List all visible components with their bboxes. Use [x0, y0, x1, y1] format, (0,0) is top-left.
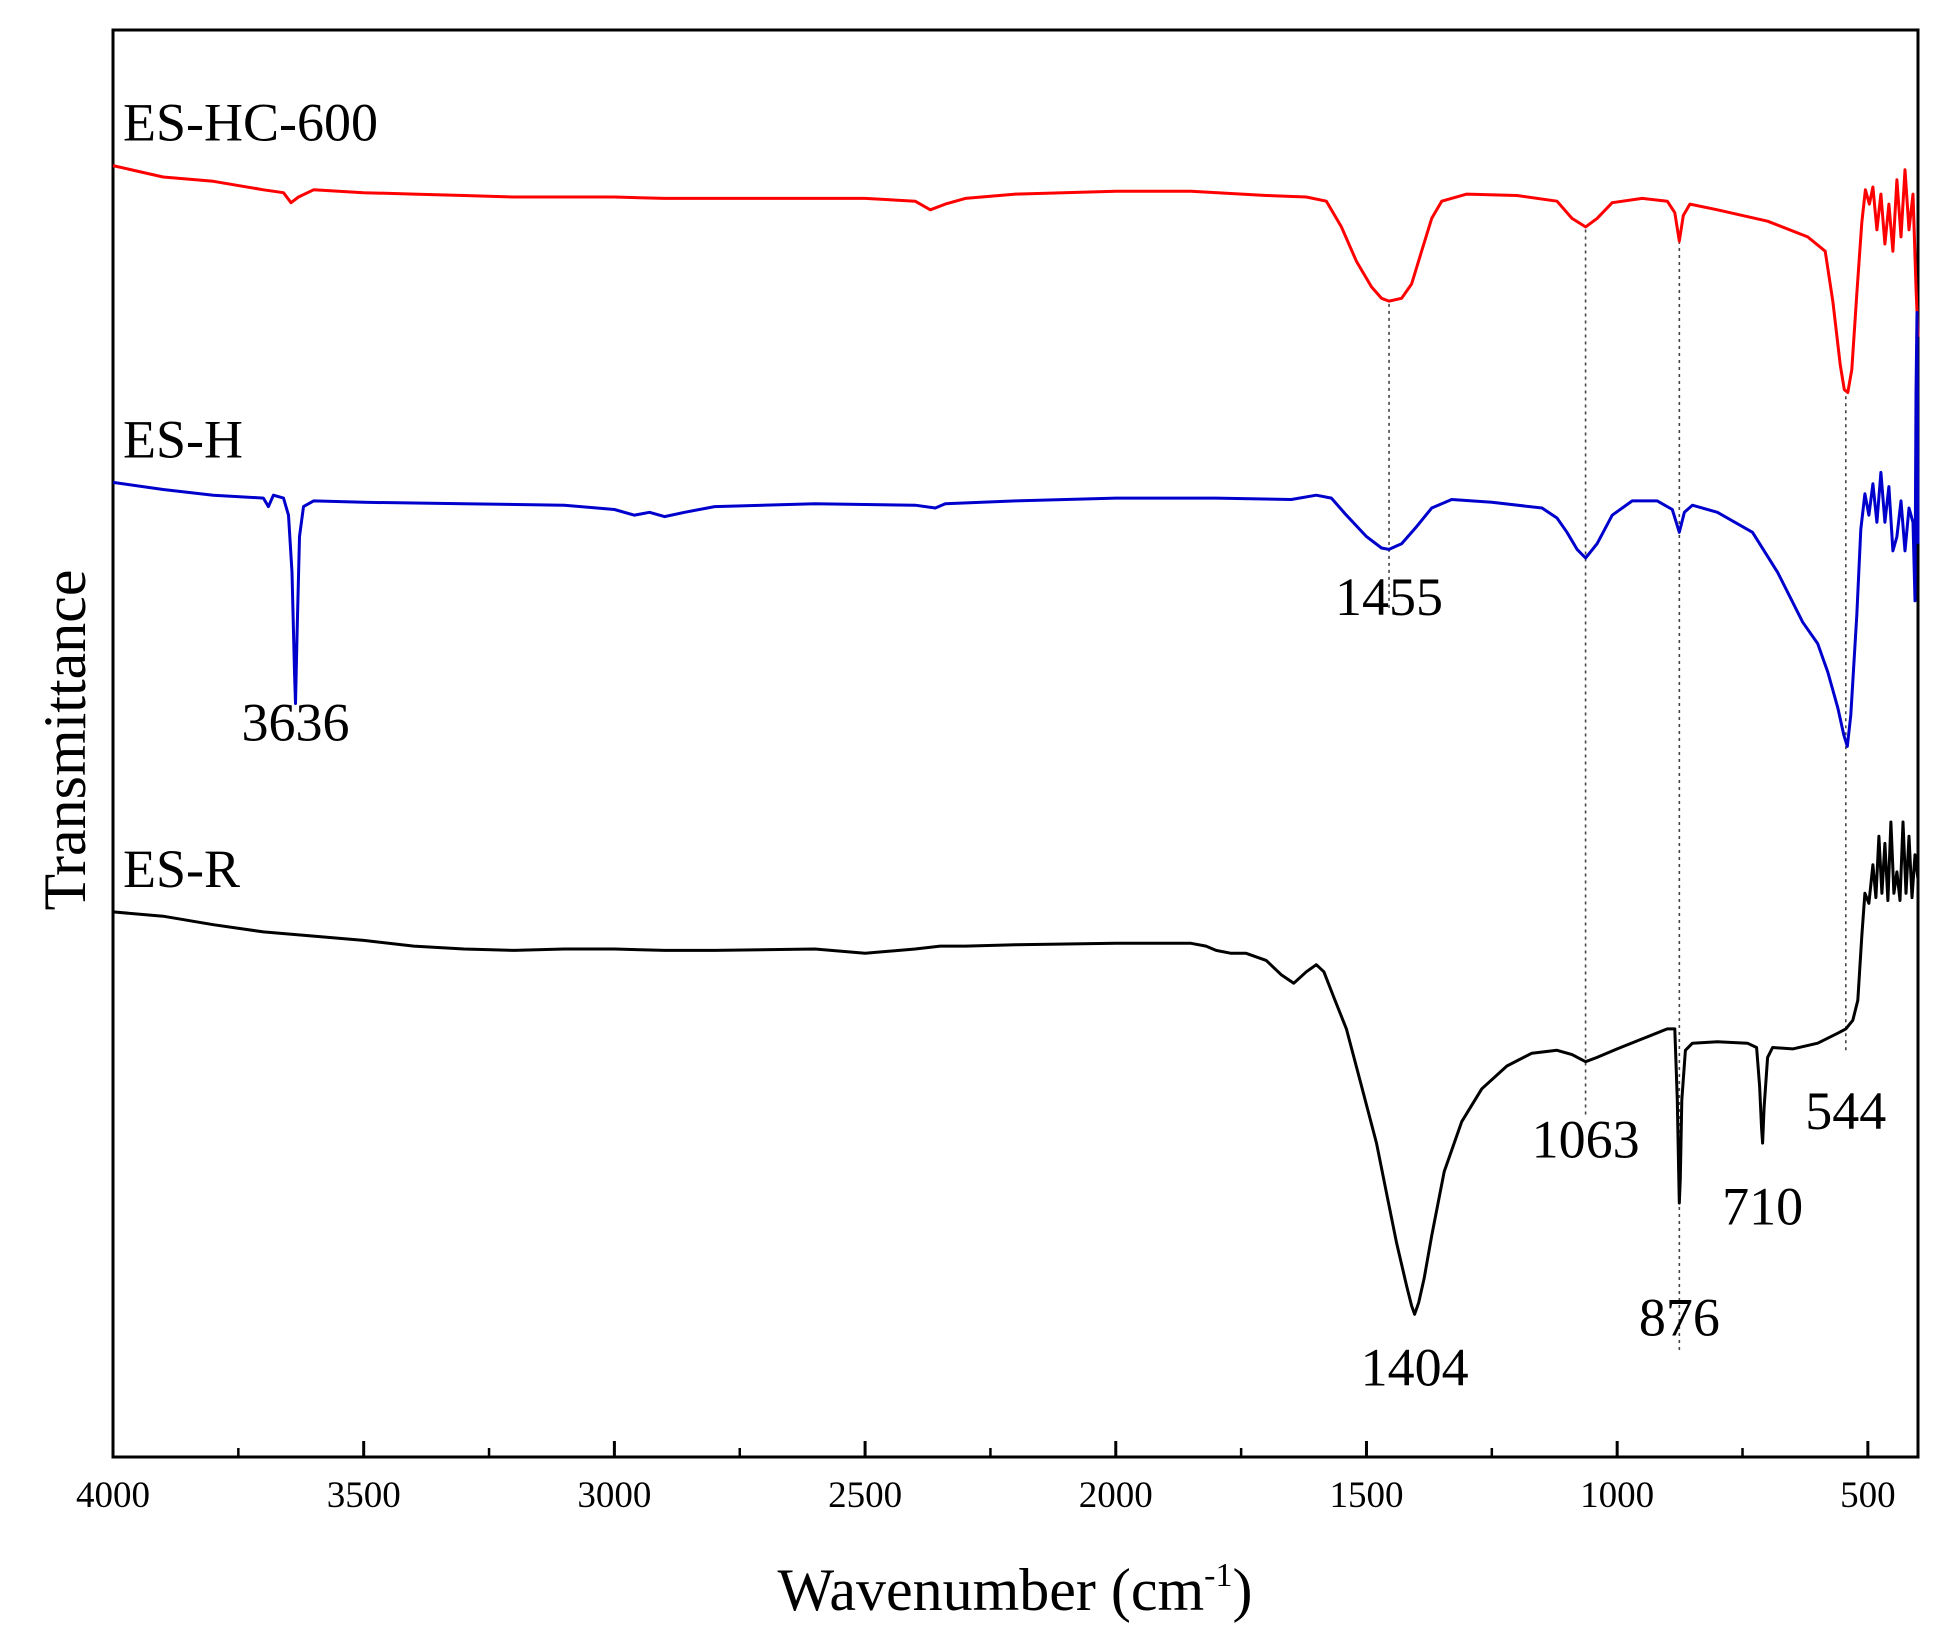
peak-label-876: 876: [1639, 1288, 1720, 1348]
series-label-es-h: ES-H: [123, 409, 243, 469]
x-tick-label-500: 500: [1840, 1475, 1896, 1516]
peak-label-1063: 1063: [1532, 1109, 1640, 1169]
x-tick-label-2500: 2500: [828, 1475, 902, 1516]
x-tick-label-1000: 1000: [1580, 1475, 1654, 1516]
series-label-es-hc-600: ES-HC-600: [123, 93, 378, 153]
series-lines: [112, 164, 1920, 1316]
x-axis-ticks: 4000 3500 3000 2500 2000 1500 1000 500: [76, 1441, 1896, 1516]
peak-label-1404: 1404: [1361, 1338, 1469, 1398]
plot-frame: [111, 28, 1920, 1459]
x-tick-label-4000: 4000: [76, 1475, 150, 1516]
x-tick-label-3000: 3000: [577, 1475, 651, 1516]
series-labels: ES-HC-600 ES-H ES-R: [123, 93, 378, 899]
x-axis-title: Wavenumber (cm-1): [778, 1557, 1253, 1623]
series-line-es-r: [112, 820, 1920, 1316]
x-tick-label-3500: 3500: [327, 1475, 401, 1516]
y-axis-title: Transmittance: [32, 569, 98, 910]
peak-label-710: 710: [1722, 1176, 1803, 1236]
x-tick-label-2000: 2000: [1079, 1475, 1153, 1516]
peak-label-1455: 1455: [1335, 567, 1443, 627]
series-label-es-r: ES-R: [123, 839, 240, 899]
peak-label-3636: 3636: [242, 693, 350, 753]
series-line-es-hc-600: [112, 164, 1920, 394]
series-line-es-h: [112, 311, 1920, 748]
x-tick-label-1500: 1500: [1329, 1475, 1403, 1516]
peak-label-544: 544: [1805, 1081, 1886, 1141]
